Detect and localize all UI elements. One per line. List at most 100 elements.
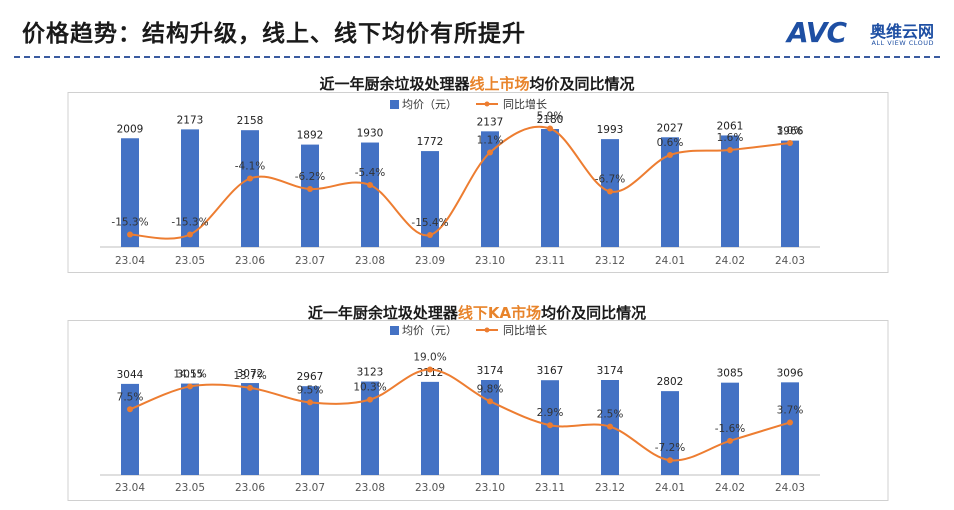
bar-23.07: [301, 144, 319, 247]
brand-avc-mark: AVC: [787, 16, 847, 49]
brand-chinese-name: 奥维云网: [869, 22, 934, 41]
chart-offline: 均价（元） 同比增长 3044 23.04 3055 23.05 3072 23.06 2967…: [67, 320, 889, 501]
bar-value-label: 1993: [597, 124, 624, 136]
category-tick-label: 23.11: [535, 482, 565, 494]
yoy-point-24.02: [727, 437, 733, 444]
yoy-point-24.03: [787, 419, 793, 426]
yoy-value-label: 1.1%: [477, 135, 504, 147]
category-tick-label: 23.05: [175, 255, 205, 267]
legend-line-marker: [484, 327, 490, 333]
chart-title-prefix: 近一年厨余垃圾处理器: [319, 75, 470, 93]
yoy-point-23.08: [367, 396, 373, 403]
legend-line-label: 同比增长: [503, 323, 547, 337]
category-tick-label: 24.03: [775, 255, 805, 267]
bar-value-label: 3174: [477, 365, 504, 377]
yoy-value-label: 2.5%: [597, 409, 624, 421]
legend-bar-swatch: [390, 326, 399, 335]
yoy-value-label: 13.7%: [233, 370, 266, 382]
bar-value-label: 1892: [297, 130, 324, 142]
category-tick-label: 23.06: [235, 482, 265, 494]
yoy-value-label: 10.3%: [353, 382, 386, 394]
yoy-value-label: 14.1%: [173, 368, 206, 380]
bar-value-label: 2173: [177, 114, 204, 126]
yoy-value-label: 3.7%: [777, 404, 804, 416]
category-tick-label: 23.08: [355, 482, 385, 494]
bar-value-label: 3167: [537, 365, 564, 377]
category-tick-label: 24.02: [715, 255, 745, 267]
legend-bar-label: 均价（元）: [402, 324, 457, 337]
bar-23.06: [241, 383, 259, 475]
chart-title-offline: 近一年厨余垃圾处理器线下KA市场均价及同比情况: [0, 302, 954, 323]
yoy-point-23.12: [607, 188, 613, 195]
bar-value-label: 2180: [537, 114, 564, 126]
category-tick-label: 23.06: [235, 255, 265, 267]
yoy-point-23.10: [487, 149, 493, 156]
yoy-value-label: 1.6%: [717, 132, 744, 144]
bar-value-label: 2009: [117, 123, 144, 135]
yoy-point-23.07: [307, 399, 313, 406]
bar-value-label: 2061: [717, 120, 744, 132]
chart-title-suffix: 均价及同比情况: [541, 304, 647, 322]
bar-23.08: [361, 381, 379, 475]
category-tick-label: 24.02: [715, 482, 745, 494]
bar-23.10: [481, 131, 499, 247]
yoy-value-label: 0.6%: [657, 137, 684, 149]
bar-24.03: [781, 140, 799, 247]
yoy-point-24.03: [787, 140, 793, 146]
chart-online: 均价（元） 同比增长 2009 23.04 2173 23.05 2158 23.06 1892…: [67, 92, 889, 273]
bar-23.09: [421, 151, 439, 247]
category-tick-label: 23.11: [535, 255, 565, 267]
bar-23.05: [181, 383, 199, 475]
bar-24.01: [661, 137, 679, 247]
yoy-point-23.06: [247, 384, 253, 391]
bar-23.11: [541, 129, 559, 247]
yoy-value-label: 9.8%: [477, 383, 504, 395]
yoy-point-23.08: [367, 182, 373, 188]
category-tick-label: 23.07: [295, 482, 325, 494]
bar-value-label: 2802: [657, 376, 684, 388]
yoy-value-label: 19.0%: [413, 351, 446, 363]
bar-value-label: 1772: [417, 136, 444, 148]
yoy-value-label: -1.6%: [715, 423, 745, 435]
yoy-value-label: -15.3%: [111, 217, 148, 229]
bar-23.04: [121, 138, 139, 247]
bar-value-label: 3085: [717, 368, 744, 380]
bar-24.03: [781, 382, 799, 475]
bar-value-label: 3072: [237, 368, 264, 380]
category-tick-label: 23.10: [475, 255, 505, 267]
chart-legend: 均价（元） 同比增长: [390, 97, 547, 111]
page-title: 价格趋势：结构升级，线上、线下均价有所提升: [22, 21, 526, 47]
bar-24.02: [721, 382, 739, 475]
yoy-value-label: -6.7%: [595, 174, 625, 186]
legend-bar-swatch: [390, 100, 399, 109]
yoy-value-label: 9.5%: [297, 384, 324, 396]
yoy-point-23.04: [127, 406, 133, 413]
yoy-point-23.07: [307, 186, 313, 192]
legend-bar-label: 均价（元）: [402, 98, 457, 111]
yoy-point-24.01: [667, 457, 673, 464]
bar-value-label: 3174: [597, 365, 624, 377]
category-tick-label: 23.07: [295, 255, 325, 267]
yoy-point-23.09: [427, 232, 433, 238]
yoy-point-24.02: [727, 147, 733, 153]
yoy-growth-line: [129, 368, 791, 462]
bar-23.07: [301, 386, 319, 475]
yoy-point-24.01: [667, 152, 673, 158]
brand-english-name: ALL VIEW CLOUD: [871, 39, 934, 47]
yoy-point-23.09: [427, 366, 433, 373]
yoy-value-label: -15.4%: [411, 217, 448, 229]
bar-value-label: 1966: [777, 126, 804, 138]
bar-value-label: 2158: [237, 115, 264, 127]
yoy-value-label: 3.0%: [777, 125, 804, 137]
bar-23.09: [421, 381, 439, 475]
category-tick-label: 24.01: [655, 482, 685, 494]
category-tick-label: 23.04: [115, 255, 145, 267]
yoy-value-label: -6.2%: [295, 171, 325, 183]
chart-frame: [67, 92, 889, 273]
yoy-value-label: 2.9%: [537, 407, 564, 419]
category-tick-label: 23.05: [175, 482, 205, 494]
category-tick-label: 24.01: [655, 255, 685, 267]
category-tick-label: 23.10: [475, 482, 505, 494]
bar-value-label: 3096: [777, 367, 804, 379]
category-tick-label: 23.09: [415, 255, 445, 267]
